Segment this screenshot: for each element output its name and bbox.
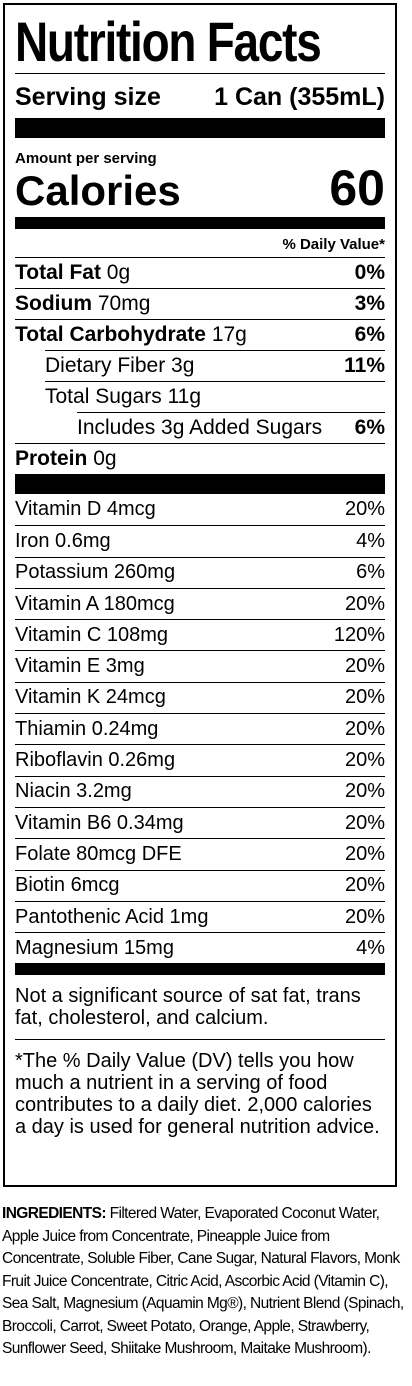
vitamin-list: Vitamin D 4mcg 20% Iron 0.6mg 4% Potassium… <box>15 494 385 963</box>
vitamin-row: Thiamin 0.24mg 20% <box>15 713 385 744</box>
nutrient-row-total-sugars: Total Sugars 11g <box>45 381 385 412</box>
nutrient-amount: 0g <box>106 261 131 284</box>
vitamin-dv: 4% <box>356 936 385 959</box>
vitamin-row: Vitamin K 24mcg 20% <box>15 681 385 713</box>
nutrition-facts-panel: Nutrition Facts Serving size 1 Can (355m… <box>3 3 397 1187</box>
vitamin-name: Riboflavin 0.26mg <box>15 749 176 772</box>
vitamin-row: Vitamin B6 0.34mg 20% <box>15 806 385 838</box>
vitamin-row: Potassium 260mg 6% <box>15 556 385 588</box>
vitamin-dv: 4% <box>356 529 385 552</box>
vitamin-name: Pantothenic Acid 1mg <box>15 905 209 928</box>
vitamin-name: Potassium 260mg <box>15 561 176 584</box>
nutrient-name: Total Carbohydrate <box>15 323 206 346</box>
vitamin-dv: 20% <box>344 842 385 865</box>
vitamin-dv: 20% <box>344 749 385 772</box>
nutrient-amount: 0g <box>93 447 117 470</box>
vitamin-row: Biotin 6mcg 20% <box>15 869 385 901</box>
vitamin-dv: 20% <box>344 905 385 928</box>
vitamin-name: Iron 0.6mg <box>15 529 111 552</box>
vitamin-dv: 6% <box>356 561 385 584</box>
vitamin-row: Iron 0.6mg 4% <box>15 525 385 556</box>
vitamin-dv: 20% <box>344 780 385 803</box>
nutrient-dv: 11% <box>344 354 385 377</box>
nutrient-dv: 0% <box>354 261 385 284</box>
vitamin-row: Magnesium 15mg 4% <box>15 932 385 963</box>
vitamin-row: Vitamin A 180mcg 20% <box>15 587 385 619</box>
nutrient-name: Dietary Fiber 3g <box>45 354 195 377</box>
vitamin-dv: 20% <box>344 498 385 521</box>
amount-per-serving: Amount per serving <box>15 150 157 167</box>
vitamin-dv: 20% <box>344 686 385 709</box>
divider-thick <box>15 963 385 976</box>
nutrient-amount: 70mg <box>97 292 151 315</box>
nutrient-row-dietary-fiber: Dietary Fiber 3g 11% <box>45 350 385 381</box>
calories-value: 60 <box>329 160 385 216</box>
vitamin-dv: 20% <box>344 811 385 834</box>
vitamin-name: Vitamin B6 0.34mg <box>15 811 184 834</box>
ingredients-text: Filtered Water, Evaporated Coconut Water… <box>2 1205 404 1357</box>
vitamin-name: Vitamin A 180mcg <box>15 592 175 615</box>
vitamin-name: Vitamin K 24mcg <box>15 686 166 709</box>
serving-size-row: Serving size 1 Can (355mL) <box>15 74 385 114</box>
vitamin-row: Niacin 3.2mg 20% <box>15 775 385 807</box>
divider <box>15 1039 385 1041</box>
nutrient-dv: 3% <box>354 292 385 315</box>
nutrient-name: Includes 3g Added Sugars <box>77 416 323 439</box>
nutrient-row-total-carbohydrate: Total Carbohydrate 17g 6% <box>15 319 385 350</box>
vitamin-dv: 20% <box>344 592 385 615</box>
nutrient-row-added-sugars: Includes 3g Added Sugars 6% <box>77 412 385 443</box>
daily-value-header: % Daily Value* <box>282 236 385 253</box>
calories-row: Calories 60 <box>15 160 385 216</box>
panel-title: Nutrition Facts <box>15 10 322 73</box>
vitamin-name: Magnesium 15mg <box>15 936 174 959</box>
nutrient-name: Protein <box>15 447 88 470</box>
nutrient-name: Sodium <box>15 292 92 315</box>
footnote-daily-value: *The % Daily Value (DV) tells you how mu… <box>15 1050 380 1139</box>
nutrient-row-protein: Protein 0g <box>15 443 385 474</box>
vitamin-row: Vitamin D 4mcg 20% <box>15 494 385 525</box>
ingredients-statement: INGREDIENTS: Filtered Water, Evaporated … <box>2 1203 410 1361</box>
vitamin-row: Riboflavin 0.26mg 20% <box>15 744 385 775</box>
vitamin-name: Vitamin E 3mg <box>15 655 145 678</box>
vitamin-dv: 20% <box>344 717 385 740</box>
serving-size-label: Serving size <box>15 83 161 111</box>
divider-thick <box>15 118 385 138</box>
vitamin-name: Vitamin D 4mcg <box>15 498 156 521</box>
nutrient-name: Total Sugars 11g <box>45 385 202 408</box>
divider <box>15 73 385 74</box>
vitamin-name: Folate 80mcg DFE <box>15 842 182 865</box>
vitamin-name: Vitamin C 108mg <box>15 623 169 646</box>
nutrient-dv: 6% <box>354 323 385 346</box>
vitamin-row: Folate 80mcg DFE 20% <box>15 838 385 869</box>
vitamin-name: Niacin 3.2mg <box>15 780 132 803</box>
calories-label: Calories <box>15 167 181 214</box>
vitamin-row: Vitamin C 108mg 120% <box>15 619 385 650</box>
vitamin-dv: 20% <box>344 655 385 678</box>
vitamin-row: Vitamin E 3mg 20% <box>15 650 385 681</box>
vitamin-name: Thiamin 0.24mg <box>15 717 159 740</box>
divider-thick <box>15 217 385 229</box>
serving-size-value: 1 Can (355mL) <box>214 83 385 111</box>
divider-thick <box>15 474 385 494</box>
nutrient-row-total-fat: Total Fat 0g 0% <box>15 257 385 288</box>
vitamin-dv: 120% <box>333 623 385 646</box>
ingredients-label: INGREDIENTS: <box>2 1205 106 1222</box>
nutrient-amount: 17g <box>211 323 247 346</box>
vitamin-name: Biotin 6mcg <box>15 874 120 897</box>
vitamin-dv: 20% <box>344 874 385 897</box>
nutrient-row-sodium: Sodium 70mg 3% <box>15 288 385 319</box>
footnote-not-significant: Not a significant source of sat fat, tra… <box>15 985 361 1030</box>
vitamin-row: Pantothenic Acid 1mg 20% <box>15 900 385 932</box>
nutrient-name: Total Fat <box>15 261 101 284</box>
nutrient-dv: 6% <box>354 416 385 439</box>
